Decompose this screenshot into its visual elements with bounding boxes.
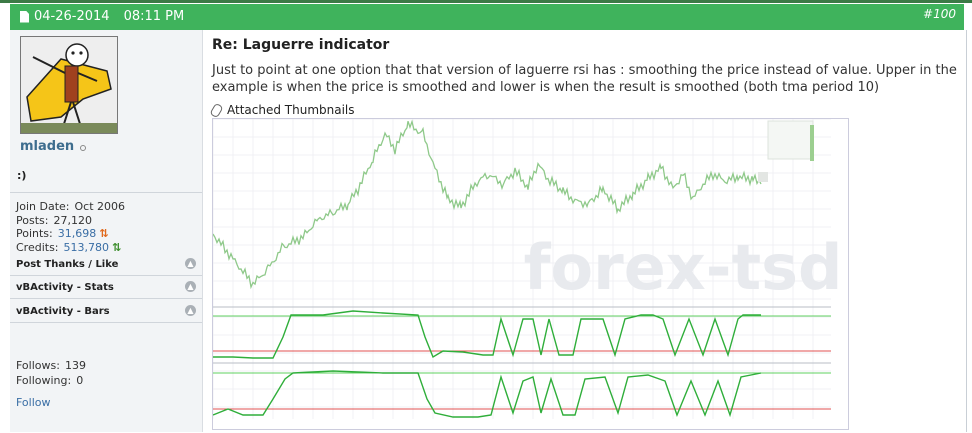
follows-value: 139 [64, 359, 86, 372]
post-time: 08:11 PM [123, 9, 185, 24]
indicator1-line [213, 310, 761, 359]
post-date: 04-26-2014 08:11 PM [20, 9, 184, 24]
sidebar-divider [10, 192, 202, 193]
points-transfer-icon[interactable]: ⇅ [99, 227, 109, 240]
post-title: Re: Laguerre indicator [212, 37, 390, 53]
indicator2-line [212, 370, 762, 418]
paperclip-icon [209, 102, 224, 118]
follow-link[interactable]: Follow [16, 396, 51, 409]
following-row: Following: 0 [16, 373, 86, 388]
posts-value: 27,120 [53, 213, 92, 227]
user-stats: Join Date: Oct 2006 Posts: 27,120 Points: 3… [16, 200, 125, 254]
watermark-text: forex-tsd [524, 231, 843, 304]
credits-transfer-icon[interactable]: ⇅ [112, 240, 122, 254]
user-sidebar: mladen :) Join Date: Oct 2006 Posts: 27,12… [10, 30, 203, 432]
post-thanks-section[interactable]: Post Thanks / Like ▲ [16, 258, 196, 270]
following-value: 0 [76, 374, 84, 387]
join-date-value: Oct 2006 [74, 200, 126, 213]
sidebar-divider [10, 275, 202, 276]
post-header-bar: 04-26-2014 08:11 PM #100 [10, 4, 964, 30]
offline-status-icon [80, 145, 86, 151]
price-line [212, 119, 762, 290]
vbactivity-bars-label: vBActivity - Bars [16, 306, 110, 317]
vbactivity-bars-section[interactable]: vBActivity - Bars ▲ [16, 305, 196, 317]
posts-label: Posts: [16, 213, 49, 227]
credits-row: Credits: 513,780 ⇅ [16, 241, 125, 255]
vbactivity-stats-section[interactable]: vBActivity - Stats ▲ [16, 281, 196, 293]
follows-label: Follows: [16, 359, 60, 372]
points-row: Points: 31,698 ⇅ [16, 227, 125, 241]
join-date-row: Join Date: Oct 2006 [16, 200, 125, 214]
sidebar-divider [10, 322, 202, 323]
points-value-link[interactable]: 31,698 [57, 227, 97, 240]
post-thanks-label: Post Thanks / Like [16, 259, 119, 270]
attached-thumbnails-text: Attached Thumbnails [227, 103, 355, 117]
credits-value-link[interactable]: 513,780 [63, 240, 110, 254]
post-body: Just to point at one option that that ve… [212, 63, 957, 95]
document-icon [20, 10, 29, 23]
username-link[interactable]: mladen [20, 139, 75, 154]
points-label: Points: [16, 227, 53, 240]
attached-thumbnails-label: Attached Thumbnails [209, 102, 355, 118]
user-title: :) [17, 169, 27, 182]
posts-row: Posts: 27,120 [16, 214, 125, 228]
avatar[interactable] [20, 36, 118, 134]
thumbnail-grid [212, 118, 831, 419]
attached-thumbnail[interactable]: forex-tsd [212, 118, 849, 430]
follow-stats: Follows: 139 Following: 0 [16, 358, 86, 388]
top-border [0, 0, 972, 3]
follows-row: Follows: 139 [16, 358, 86, 373]
credits-label: Credits: [16, 240, 59, 254]
vbactivity-stats-label: vBActivity - Stats [16, 282, 114, 293]
avatar-image [21, 37, 117, 133]
chart-level-bar [810, 125, 814, 161]
sidebar-divider [10, 298, 202, 299]
following-label: Following: [16, 374, 72, 387]
chart-marker [758, 172, 768, 182]
post-number-link[interactable]: #100 [923, 7, 956, 21]
post-date-text: 04-26-2014 [34, 9, 110, 24]
collapse-icon[interactable]: ▲ [185, 258, 196, 269]
collapse-icon[interactable]: ▲ [185, 281, 196, 292]
join-date-label: Join Date: [16, 200, 70, 213]
chart-info-box [767, 120, 814, 160]
chart-thumbnail-image: forex-tsd [212, 118, 848, 429]
collapse-icon[interactable]: ▲ [185, 305, 196, 316]
